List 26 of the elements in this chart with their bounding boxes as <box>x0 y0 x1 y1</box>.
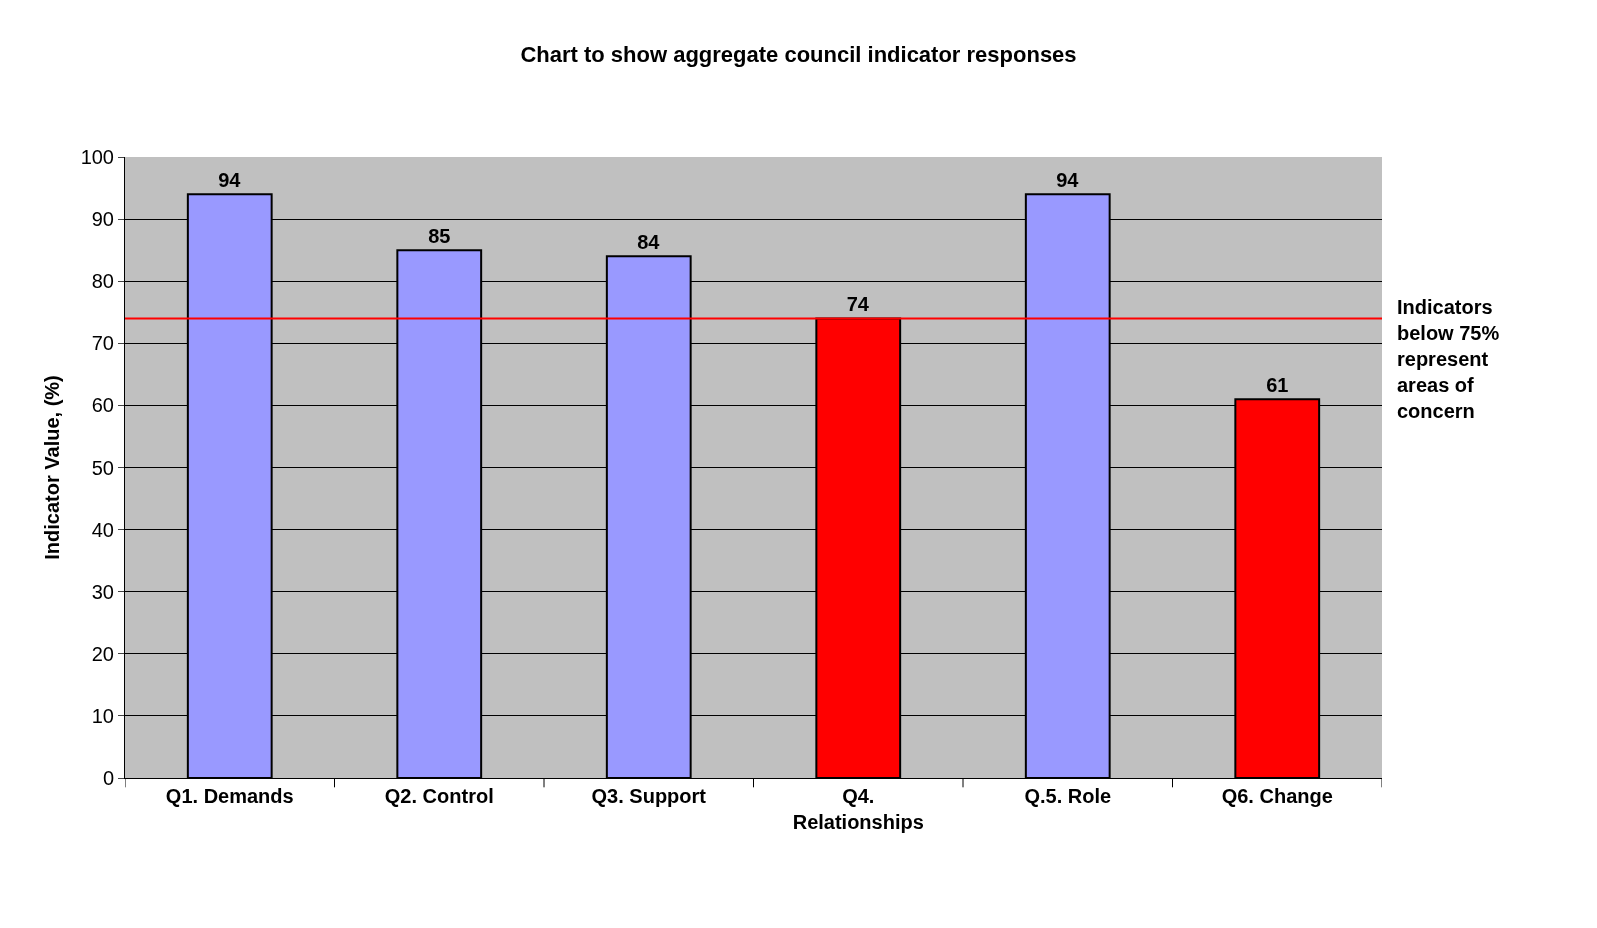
x-tick-label: Q1. Demands <box>165 785 294 807</box>
data-label: 61 <box>1266 374 1289 397</box>
y-tick-label: 0 <box>102 767 114 789</box>
y-tick-label: 50 <box>91 456 114 479</box>
x-tick-label: Q2. Control <box>384 785 494 807</box>
data-label: 85 <box>428 225 451 248</box>
x-tick-label: Q.5. Role <box>1024 785 1112 807</box>
y-tick-label: 100 <box>80 146 114 168</box>
y-tick-label: 20 <box>91 642 114 665</box>
x-tick-label: Q6. Change <box>1221 785 1333 807</box>
y-tick-label: 10 <box>91 704 114 727</box>
y-tick-label: 40 <box>91 518 114 541</box>
data-label: 74 <box>846 293 870 316</box>
y-tick-label: 60 <box>91 394 114 417</box>
ref-line-label: Indicators below 75% represent areas of concern <box>1397 296 1500 422</box>
data-label: 94 <box>218 169 242 192</box>
chart-title: Chart to show aggregate council indicator responses <box>520 41 1077 67</box>
y-tick-label: 90 <box>91 208 114 231</box>
y-tick-label: 70 <box>91 332 114 355</box>
x-tick-label: Q3. Support <box>591 785 707 807</box>
data-label: 94 <box>1056 169 1080 192</box>
y-axis-title: Indicator Value, (%) <box>41 375 64 560</box>
y-tick-label: 30 <box>91 580 114 603</box>
x-tick-label: Q4. Relationships <box>792 785 924 833</box>
y-tick-label: 80 <box>91 270 114 293</box>
data-label: 84 <box>637 231 661 254</box>
